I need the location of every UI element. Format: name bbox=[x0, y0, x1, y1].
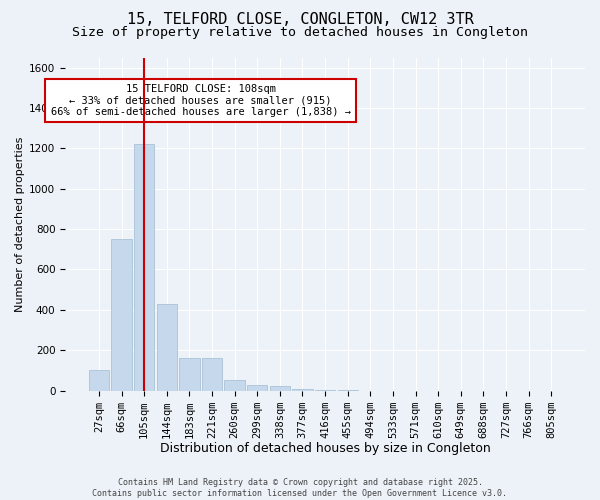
Text: 15, TELFORD CLOSE, CONGLETON, CW12 3TR: 15, TELFORD CLOSE, CONGLETON, CW12 3TR bbox=[127, 12, 473, 28]
Bar bbox=[202, 358, 222, 390]
Text: 15 TELFORD CLOSE: 108sqm
← 33% of detached houses are smaller (915)
66% of semi-: 15 TELFORD CLOSE: 108sqm ← 33% of detach… bbox=[51, 84, 351, 117]
X-axis label: Distribution of detached houses by size in Congleton: Distribution of detached houses by size … bbox=[160, 442, 490, 455]
Text: Contains HM Land Registry data © Crown copyright and database right 2025.
Contai: Contains HM Land Registry data © Crown c… bbox=[92, 478, 508, 498]
Bar bbox=[247, 384, 268, 390]
Bar bbox=[134, 144, 154, 390]
Bar bbox=[112, 239, 132, 390]
Bar bbox=[269, 386, 290, 390]
Bar bbox=[157, 304, 177, 390]
Bar bbox=[179, 358, 200, 390]
Bar bbox=[224, 380, 245, 390]
Y-axis label: Number of detached properties: Number of detached properties bbox=[15, 136, 25, 312]
Bar bbox=[89, 370, 109, 390]
Bar bbox=[292, 388, 313, 390]
Text: Size of property relative to detached houses in Congleton: Size of property relative to detached ho… bbox=[72, 26, 528, 39]
